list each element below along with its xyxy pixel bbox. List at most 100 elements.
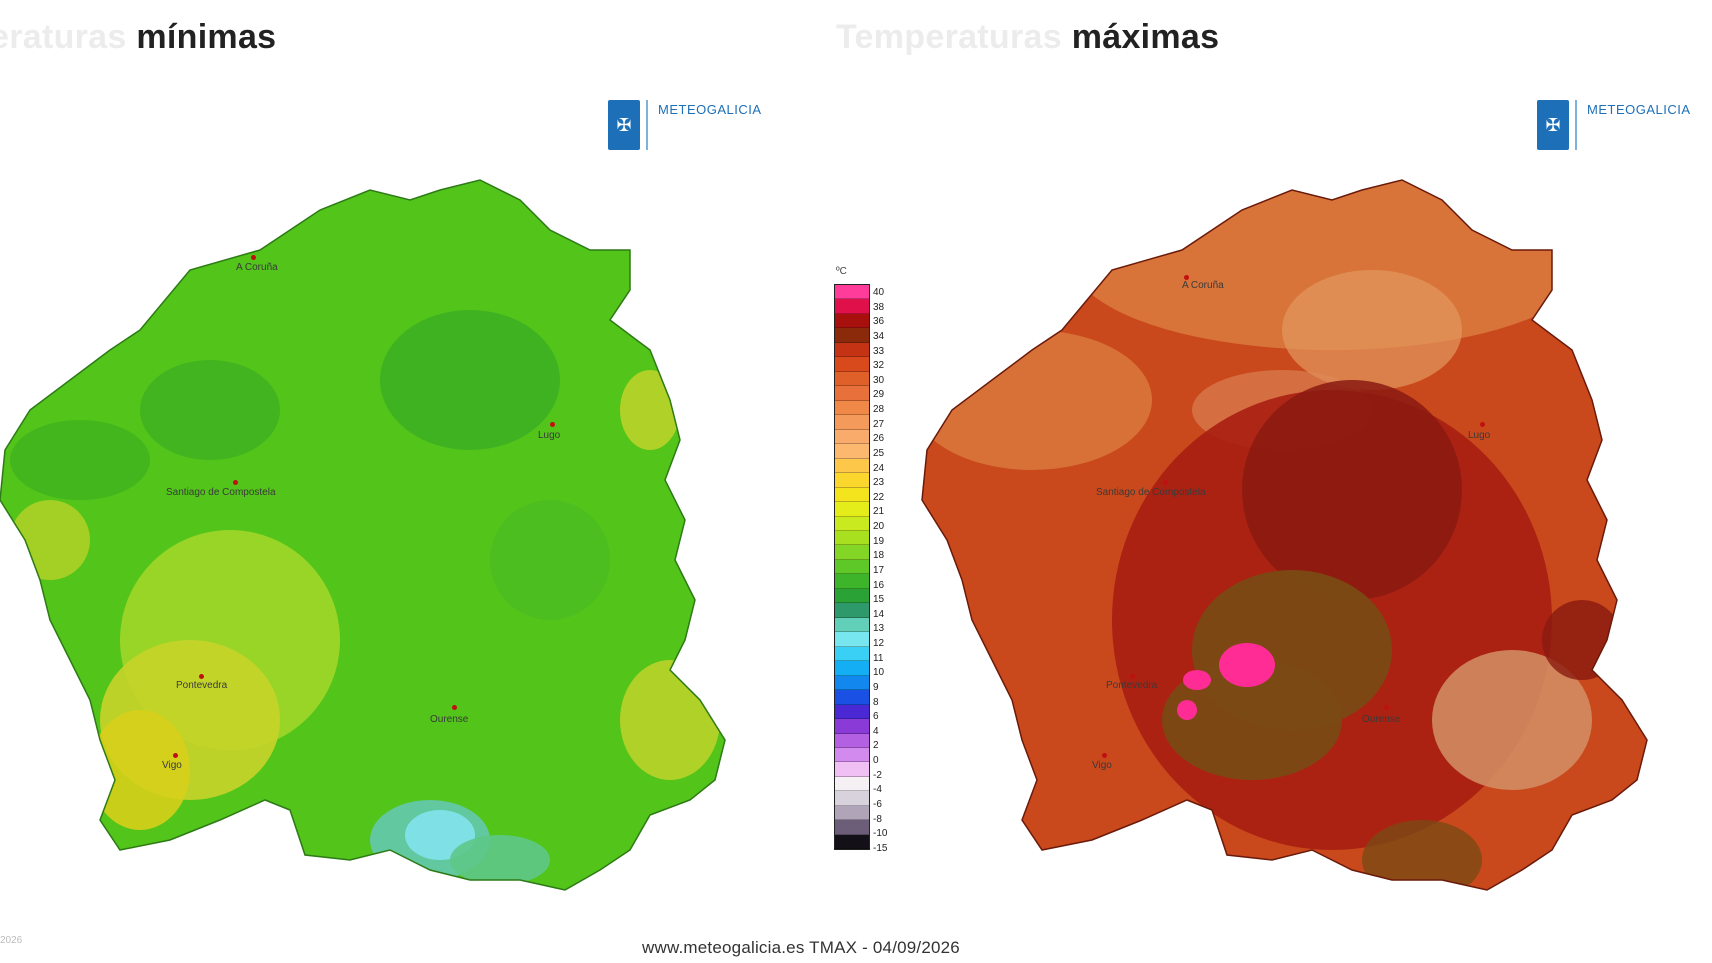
legend-tick-label: -6 [873,798,882,810]
legend-tick-label: 21 [873,506,885,518]
legend-tick-label: 12 [873,638,885,649]
legend-tick-label: 40 [873,287,885,298]
legend-tick-label: 30 [873,374,885,386]
legend-tick-label: 23 [873,477,885,489]
legend-tick-label: 38 [873,301,885,313]
footer-source: www.meteogalicia.es TMAX - 04/09/2026 [642,938,960,957]
legend-tick-label: 15 [873,594,885,606]
legend-tick-label: 17 [873,564,885,576]
legend-tick-label: 27 [873,418,885,430]
legend-swatch [835,545,869,560]
city-dot-ourense-left [452,705,457,710]
city-dot-pontevedra-left [199,674,204,679]
legend-tick-label: 14 [873,608,885,620]
legend-swatch [835,444,869,459]
logo-name-right: METEOGALICIA [1587,102,1691,117]
city-dot-vigo-left [173,753,178,758]
legend-tick-label: -4 [873,784,882,796]
city-dot-ourense-right [1384,705,1389,710]
legend-swatch [835,371,869,387]
legend-tick-label: 28 [873,404,885,415]
legend-swatch [835,834,869,850]
title-maximas: Temperaturas máximas [836,18,1219,57]
legend-swatch [835,762,869,777]
legend-swatch [835,632,869,647]
legend-tick-label: 34 [873,330,885,342]
map-maximas [852,80,1712,950]
city-label-lugo-left: Lugo [538,430,561,441]
legend-swatch [835,675,869,691]
legend-tick-label: 33 [873,345,885,357]
legend-tick-label: 8 [873,696,879,708]
city-label-coruna-right: A Coruña [1182,280,1224,291]
city-dot-lugo-right [1480,422,1485,427]
legend-tick-label: 2 [873,740,879,752]
logo-separator [1575,100,1577,150]
city-label-lugo-right: Lugo [1468,430,1491,441]
legend-tick-label: 18 [873,550,885,562]
legend-swatch [835,400,869,416]
legend-swatch [835,719,869,734]
city-dot-coruna-left [251,255,256,260]
legend-tick-label: -10 [873,828,888,840]
xunta-shield-icon: ✠ [608,100,640,150]
title-maximas-text: máximas [1071,18,1220,56]
city-label-ourense-left: Ourense [430,714,469,725]
legend-swatch [835,805,869,821]
city-label-pontevedra-left: Pontevedra [176,680,228,691]
city-dot-vigo-right [1102,753,1107,758]
legend-swatch [835,661,869,676]
legend-swatch [835,646,869,662]
legend-tick-label: 20 [873,521,885,532]
legend-swatch [835,357,869,372]
legend-swatch [835,791,869,806]
legend-swatch [835,820,869,835]
legend-tick-label: -2 [873,769,882,781]
meteogalicia-logo-right: ✠ METEOGALICIA [1537,98,1691,152]
map-minimas [0,80,800,950]
legend-tick-label: 19 [873,535,885,547]
city-label-santiago-right: Santiago de Compostela [1096,487,1206,498]
city-dot-pontevedra-right [1130,674,1135,679]
legend-swatch [835,574,869,589]
legend-swatch [835,386,869,401]
legend-tick-label: 16 [873,579,885,591]
legend-swatch [835,313,869,329]
legend-tick-label: 11 [873,652,884,664]
city-dot-lugo-left [550,422,555,427]
legend-tick-label: 6 [873,711,879,723]
legend-tick-label: 24 [873,462,885,474]
city-label-vigo-left: Vigo [162,760,182,771]
legend-swatch [835,285,869,300]
legend-swatch [835,299,869,314]
legend-color-bar [834,284,870,850]
city-dot-santiago-right [1163,480,1168,485]
legend-tick-label: 29 [873,389,885,401]
city-label-coruna-left: A Coruña [236,262,278,273]
legend-tick-label: 26 [873,433,885,445]
legend-swatch [835,502,869,517]
legend-swatch [835,458,869,474]
legend-swatch [835,328,869,343]
legend-tick-label: 32 [873,360,885,372]
legend-swatch [835,487,869,503]
title-minimas: eraturas mínimas [0,18,276,57]
map-minimas-land [0,180,725,890]
city-label-pontevedra-right: Pontevedra [1106,680,1158,691]
legend-swatch [835,748,869,763]
legend-unit: ºC [836,266,847,277]
city-dot-santiago-left [233,480,238,485]
map-minimas-svg [0,179,726,891]
legend-tick-label: 9 [873,681,879,693]
legend-tick-label: -8 [873,813,882,825]
city-label-vigo-right: Vigo [1092,760,1112,771]
legend-swatch [835,733,869,748]
xunta-shield-icon: ✠ [1537,100,1569,150]
legend-swatch [835,603,869,618]
legend-swatch [835,588,869,604]
title-maximas-faded: Temperaturas [836,18,1062,56]
legend-tick-label: 13 [873,623,885,635]
corner-date-faded: 2026 [0,935,23,946]
legend-swatch [835,776,869,792]
legend-swatch [835,429,869,445]
